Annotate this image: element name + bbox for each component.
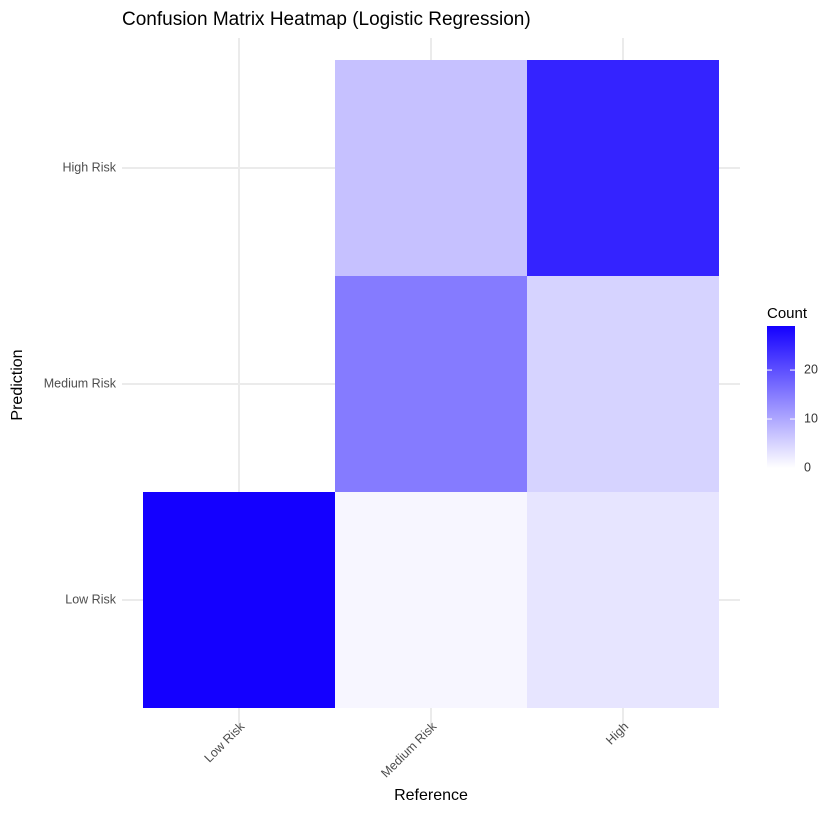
cell-layer: [143, 60, 719, 708]
heatmap-cell: [527, 276, 719, 492]
heatmap-cell: [143, 492, 335, 708]
x-axis-title: Reference: [394, 787, 468, 804]
legend: Count 0 10 20: [767, 305, 818, 474]
x-tick-labels: Low Risk Medium Risk High: [202, 719, 632, 781]
x-tick-label: High: [603, 719, 631, 747]
legend-tick-label: 0: [804, 460, 811, 474]
legend-tick-label: 20: [804, 362, 818, 376]
heatmap-cell: [527, 492, 719, 708]
legend-title: Count: [767, 305, 808, 322]
x-tick-label: Medium Risk: [378, 719, 440, 781]
y-axis-title: Prediction: [9, 349, 26, 420]
legend-colorbar: [767, 326, 795, 468]
y-tick-label: Medium Risk: [44, 376, 117, 390]
heatmap-cell: [335, 276, 527, 492]
x-tick-label: Low Risk: [202, 719, 248, 765]
legend-ticks: 0 10 20: [767, 362, 818, 474]
y-tick-label: Low Risk: [65, 592, 116, 606]
heatmap-cell: [527, 60, 719, 276]
chart-title: Confusion Matrix Heatmap (Logistic Regre…: [122, 9, 531, 30]
heatmap-cell: [335, 60, 527, 276]
legend-tick-label: 10: [804, 411, 818, 425]
y-tick-labels: Low Risk Medium Risk High Risk: [44, 160, 117, 606]
y-tick-label: High Risk: [63, 160, 117, 174]
heatmap-cell: [335, 492, 527, 708]
